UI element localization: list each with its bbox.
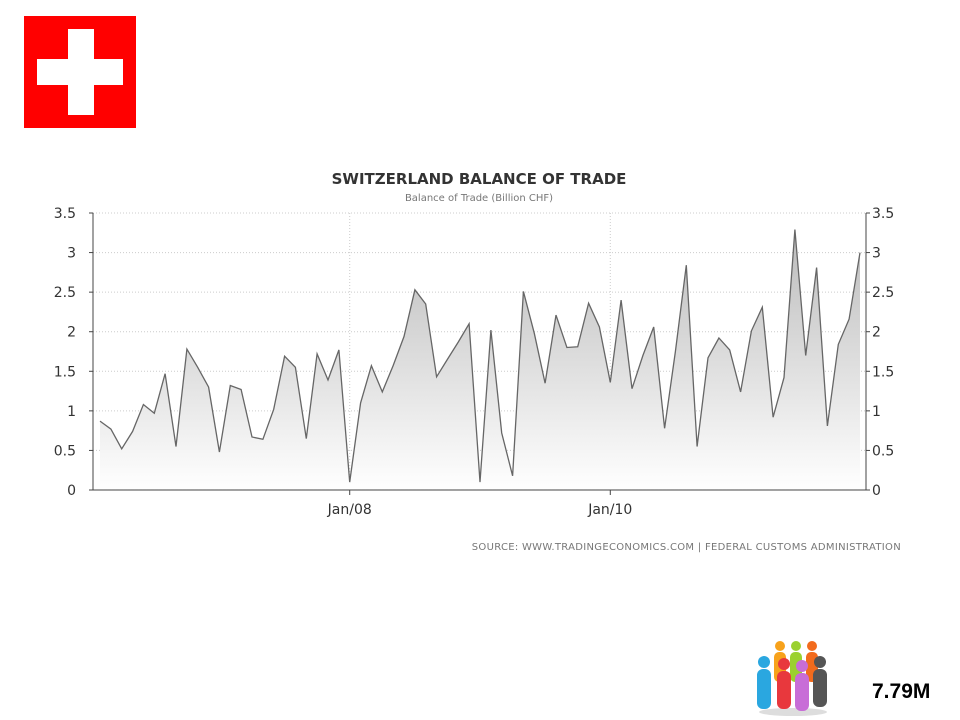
area-fill [100,229,860,490]
y-tick-label-left: 1.5 [54,364,76,380]
series-line [99,229,861,483]
y-tick-label-right: 1 [872,404,881,420]
people-group-icon [757,641,827,716]
chart-axes [92,213,867,491]
y-tick-label-left: 2.5 [54,285,76,301]
y-tick-label-left: 1 [67,404,76,420]
y-tick-label-right: 2 [872,325,881,341]
x-tick-label: Jan/10 [587,502,632,518]
y-tick-label-right: 0 [872,483,881,499]
y-tick-label-left: 0.5 [54,443,76,459]
chart-area [99,229,861,490]
y-tick-label-right: 2.5 [872,285,894,301]
x-axis-ticks: Jan/08 Jan/10 [327,490,632,518]
y-axis-right-ticks: 0 0.5 1 1.5 2 2.5 3 3.5 [866,206,894,499]
y-tick-label-right: 3 [872,246,881,262]
y-tick-label-left: 0 [67,483,76,499]
y-tick-label-right: 1.5 [872,364,894,380]
x-tick-label: Jan/08 [327,502,372,518]
chart-title: SWITZERLAND BALANCE OF TRADE [332,170,627,188]
chart-subtitle: Balance of Trade (Billion CHF) [405,193,553,204]
y-axis-left-ticks: 0 0.5 1 1.5 2 2.5 3 3.5 [54,206,93,499]
chart-source: SOURCE: WWW.TRADINGECONOMICS.COM | FEDER… [472,542,901,553]
population-label: 7.79M [872,680,931,703]
y-tick-label-left: 3.5 [54,206,76,222]
swiss-flag-icon [24,16,136,128]
y-tick-label-right: 0.5 [872,443,894,459]
chart-grid [93,212,866,490]
y-tick-label-right: 3.5 [872,206,894,222]
y-tick-label-left: 3 [67,246,76,262]
y-tick-label-left: 2 [67,325,76,341]
